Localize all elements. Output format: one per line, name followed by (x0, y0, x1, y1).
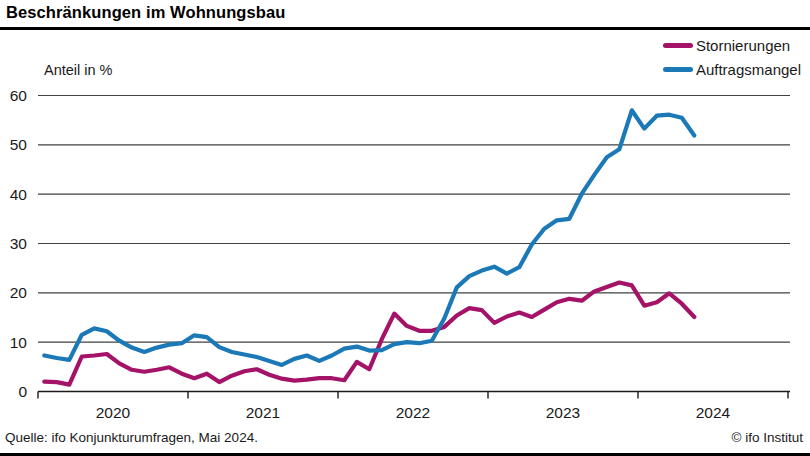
svg-text:30: 30 (10, 235, 28, 252)
line-chart: 0 10 20 30 40 50 60 2020 2021 2022 2023 2024 (0, 0, 810, 456)
copyright-note: © ifo Institut (732, 430, 803, 445)
svg-text:10: 10 (10, 334, 28, 351)
svg-text:50: 50 (10, 136, 28, 153)
svg-text:2022: 2022 (396, 404, 430, 421)
svg-text:40: 40 (10, 186, 28, 203)
svg-text:60: 60 (10, 87, 28, 104)
svg-text:20: 20 (10, 284, 28, 301)
chart-page: Beschränkungen im Wohnungsbau Stornierun… (0, 0, 810, 456)
svg-text:2020: 2020 (96, 404, 131, 421)
source-note: Quelle: ifo Konjunkturumfragen, Mai 2024… (5, 430, 258, 445)
svg-text:2024: 2024 (696, 404, 731, 421)
svg-text:2021: 2021 (246, 404, 280, 421)
svg-text:0: 0 (18, 383, 27, 400)
svg-text:2023: 2023 (546, 404, 580, 421)
